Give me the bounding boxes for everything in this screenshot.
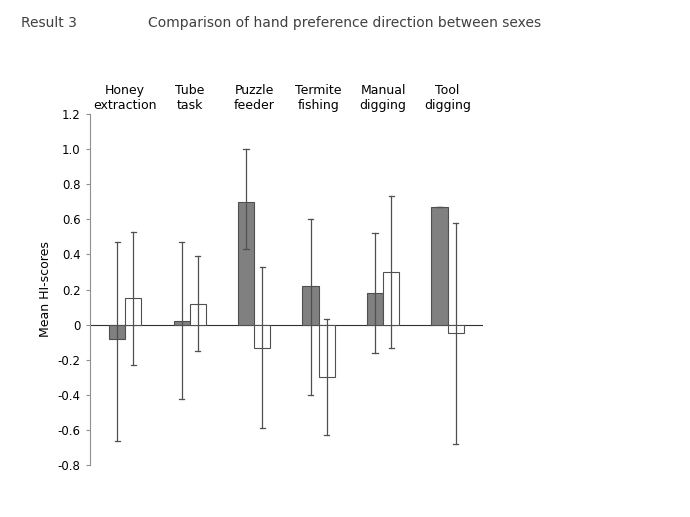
Text: Puzzle
feeder: Puzzle feeder xyxy=(234,84,275,112)
Bar xyxy=(190,303,206,325)
Y-axis label: Mean HI-scores: Mean HI-scores xyxy=(39,241,52,338)
Bar xyxy=(173,321,190,325)
Bar xyxy=(383,272,400,325)
Text: Tool
digging: Tool digging xyxy=(424,84,471,112)
Text: Termite
fishing: Termite fishing xyxy=(295,84,342,112)
Text: Manual
digging: Manual digging xyxy=(359,84,406,112)
Bar xyxy=(448,325,464,333)
Bar xyxy=(238,202,254,325)
Text: Honey
extraction: Honey extraction xyxy=(93,84,157,112)
Text: Result 3: Result 3 xyxy=(21,16,77,29)
Text: Tube
task: Tube task xyxy=(175,84,204,112)
Bar xyxy=(302,286,319,325)
Bar xyxy=(109,325,125,339)
Bar xyxy=(367,293,383,325)
Bar xyxy=(319,325,335,377)
Bar xyxy=(431,207,448,325)
Bar xyxy=(125,298,141,325)
Bar xyxy=(254,325,270,347)
Text: Comparison of hand preference direction between sexes: Comparison of hand preference direction … xyxy=(148,16,542,29)
